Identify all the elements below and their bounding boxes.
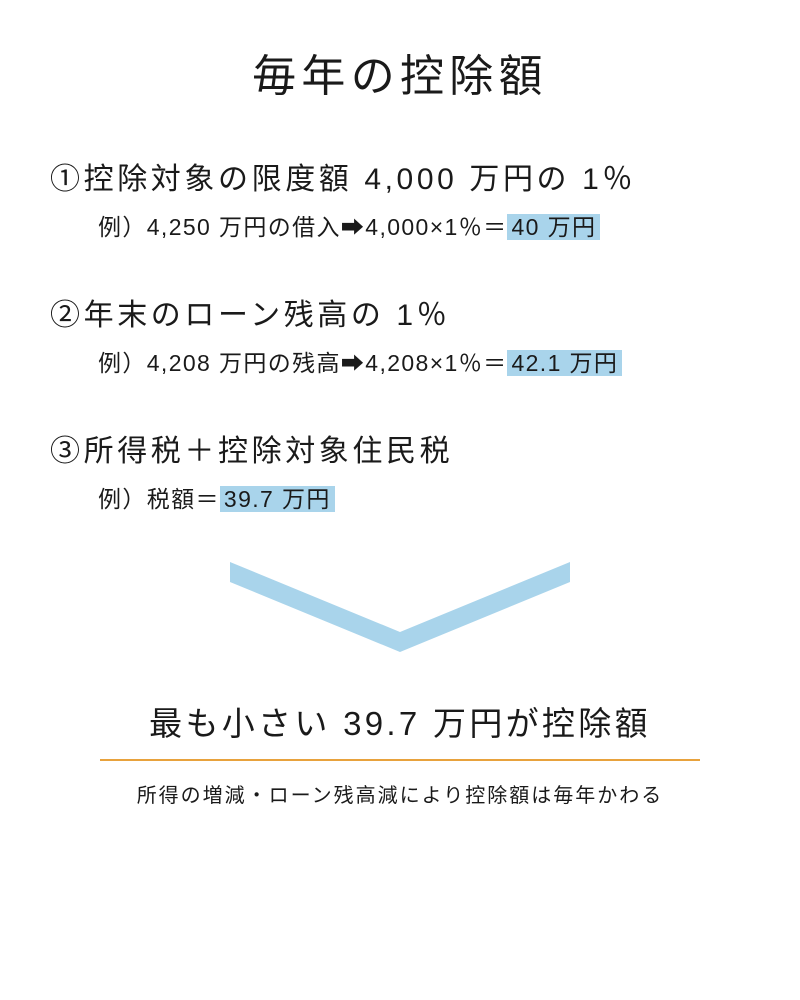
- down-arrow-icon: [50, 562, 750, 657]
- item-1-heading: ①控除対象の限度額 4,000 万円の 1％: [50, 154, 750, 198]
- page-title: 毎年の控除額: [50, 40, 750, 104]
- item-1-example: 例）4,250 万円の借入➡4,000×1％＝40 万円: [50, 208, 750, 242]
- item-3: ③所得税＋控除対象住民税 例）税額＝39.7 万円: [50, 426, 750, 514]
- footnote-text: 所得の増減・ローン残高減により控除額は毎年かわる: [100, 779, 700, 808]
- item-3-example-highlight: 39.7 万円: [220, 486, 335, 512]
- conclusion-block: 最も小さい 39.7 万円が控除額 所得の増減・ローン残高減により控除額は毎年か…: [50, 697, 750, 808]
- item-1: ①控除対象の限度額 4,000 万円の 1％ 例）4,250 万円の借入➡4,0…: [50, 154, 750, 242]
- conclusion-text: 最も小さい 39.7 万円が控除額: [100, 697, 700, 761]
- item-3-example: 例）税額＝39.7 万円: [50, 480, 750, 514]
- item-3-example-prefix: 例）税額＝: [98, 486, 220, 512]
- item-1-example-prefix: 例）4,250 万円の借入➡4,000×1％＝: [98, 214, 507, 240]
- item-2-heading: ②年末のローン残高の 1％: [50, 290, 750, 334]
- item-2-example-highlight: 42.1 万円: [507, 350, 622, 376]
- item-2-example-prefix: 例）4,208 万円の残高➡4,208×1％＝: [98, 350, 507, 376]
- item-2-example: 例）4,208 万円の残高➡4,208×1％＝42.1 万円: [50, 344, 750, 378]
- item-3-heading: ③所得税＋控除対象住民税: [50, 426, 750, 470]
- item-1-example-highlight: 40 万円: [507, 214, 600, 240]
- item-2: ②年末のローン残高の 1％ 例）4,208 万円の残高➡4,208×1％＝42.…: [50, 290, 750, 378]
